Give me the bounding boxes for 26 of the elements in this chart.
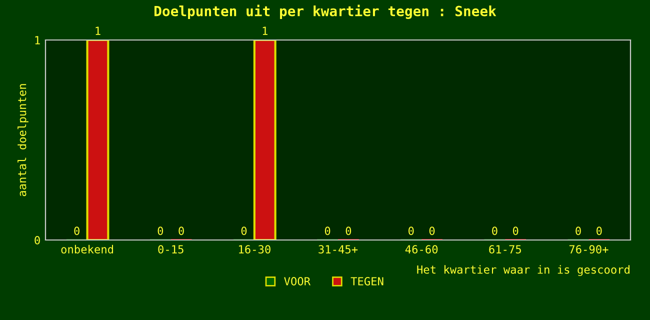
- data-label: 0: [576, 226, 581, 236]
- x-tick-label: 61-75: [489, 245, 521, 254]
- y-axis-title: aantal doelpunten: [18, 84, 28, 196]
- data-label: 0: [492, 226, 498, 236]
- data-label: 0: [429, 226, 435, 236]
- x-tick-label: 76-90+: [569, 245, 608, 254]
- data-label: 0: [178, 226, 184, 236]
- data-label: 0: [596, 226, 602, 236]
- x-tick-label: 16-30: [239, 245, 270, 254]
- legend-label: VOOR: [284, 277, 311, 286]
- data-label: 0: [346, 226, 352, 236]
- data-label: 0: [241, 226, 247, 236]
- x-tick-label: 46-60: [405, 245, 438, 254]
- data-label: 0: [512, 226, 518, 236]
- x-tick-label: 31-45+: [318, 245, 358, 254]
- data-label: 1: [96, 26, 100, 35]
- data-label: 0: [74, 226, 80, 236]
- legend-label: TEGEN: [350, 277, 384, 286]
- chart-title: Doelpunten uit per kwartier tegen : Sneek: [154, 4, 496, 19]
- data-label: 0: [408, 226, 414, 236]
- x-axis-title: Het kwartier waar in is gescoord: [417, 265, 630, 276]
- x-tick-label: onbekend: [61, 244, 114, 254]
- x-tick-label: 0-15: [158, 245, 184, 254]
- data-label: 0: [158, 226, 164, 236]
- data-label: 1: [262, 26, 268, 35]
- data-label: 0: [324, 226, 330, 236]
